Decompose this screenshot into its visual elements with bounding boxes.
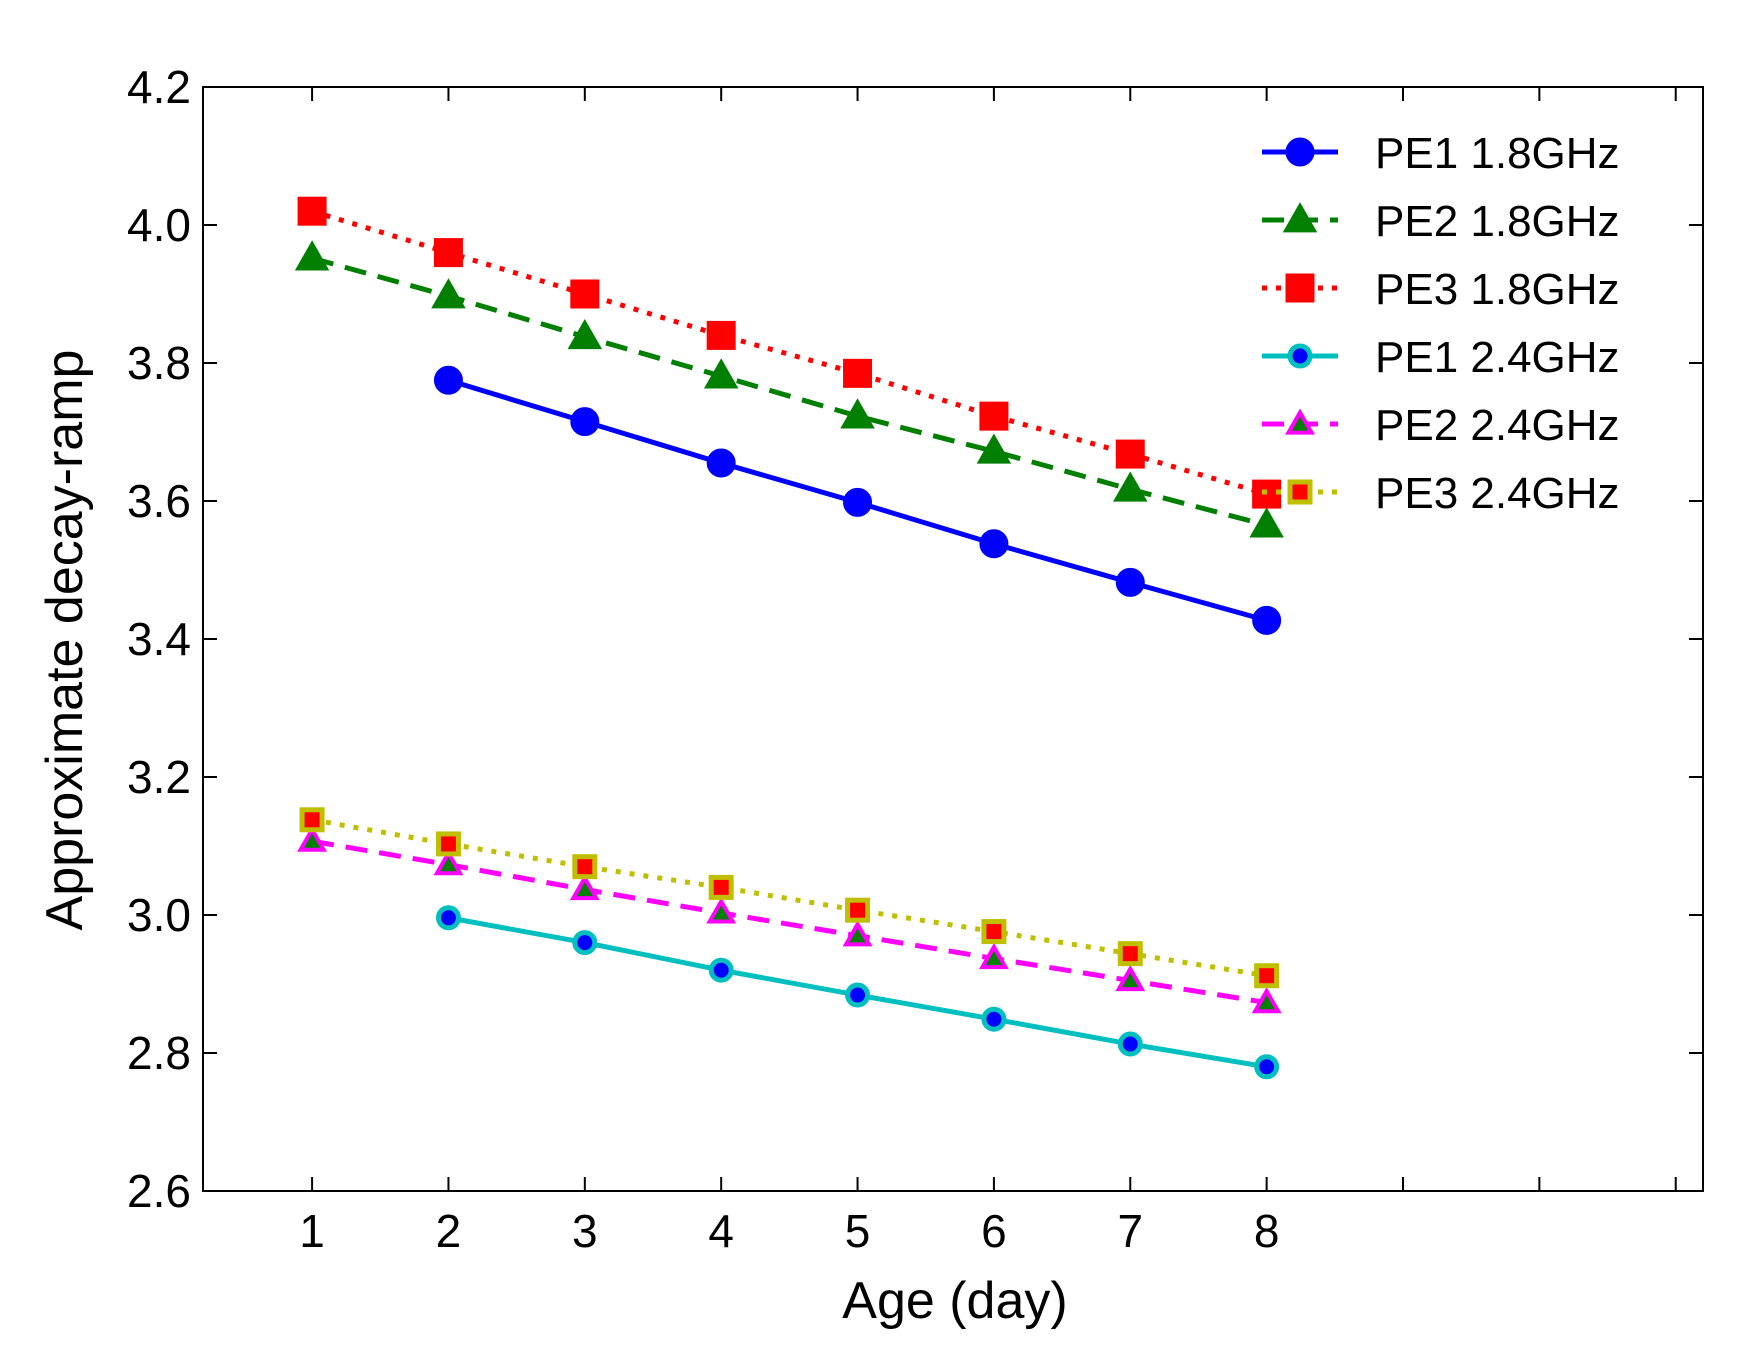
data-point <box>706 448 736 478</box>
series-layer <box>294 196 1284 1080</box>
x-tick-label: 1 <box>299 1205 325 1257</box>
series-line <box>311 208 1268 497</box>
y-axis-label: Approximate decay-ramp <box>36 350 94 931</box>
data-point <box>976 433 1012 464</box>
plot-area <box>203 87 1703 1191</box>
data-point <box>708 874 734 900</box>
data-point <box>435 905 461 931</box>
data-point <box>567 318 603 350</box>
data-point <box>1252 605 1282 635</box>
data-point <box>1117 1031 1143 1057</box>
data-point <box>294 240 330 271</box>
data-point <box>703 358 739 389</box>
legend-marker <box>1285 408 1315 435</box>
x-tick-label: 7 <box>1117 1205 1143 1257</box>
data-point <box>431 278 466 309</box>
data-point <box>1117 941 1143 967</box>
axes-layer: 2.6 2.8 3.0 3.2 3.4 3.6 3.8 4.0 4.2 1 2 3 4 5 6 7 8 <box>127 61 1704 1257</box>
data-point <box>572 854 598 880</box>
data-point <box>572 930 598 956</box>
data-point <box>433 849 464 876</box>
data-point <box>1115 965 1146 992</box>
data-point <box>978 942 1009 970</box>
data-point <box>845 982 871 1008</box>
data-point <box>1115 439 1145 469</box>
legend-entry: PE2 2.4GHz <box>1262 401 1620 450</box>
data-point <box>843 487 873 517</box>
data-point <box>435 831 461 857</box>
series-pe1-2-4ghz <box>435 905 1280 1080</box>
data-point <box>845 897 871 923</box>
x-tick-label: 6 <box>981 1205 1007 1257</box>
data-point <box>706 320 736 350</box>
y-tick-label: 3.2 <box>127 751 191 803</box>
x-tick-label: 2 <box>436 1205 462 1257</box>
legend-marker <box>1287 479 1313 505</box>
data-point <box>979 529 1009 559</box>
legend: PE1 1.8GHz PE2 1.8GHz PE3 1.8GHz PE1 2.4GHz… <box>1262 129 1620 518</box>
y-tick-label: 3.6 <box>127 475 191 527</box>
data-point <box>840 398 875 429</box>
legend-marker <box>1285 137 1315 167</box>
y-tick-label: 2.8 <box>127 1027 191 1079</box>
data-point <box>570 407 600 437</box>
y-tick-label: 4.2 <box>127 61 191 113</box>
legend-label: PE2 2.4GHz <box>1375 401 1620 450</box>
data-point <box>981 1006 1007 1032</box>
legend-label: PE3 2.4GHz <box>1375 469 1620 518</box>
data-point <box>843 358 873 388</box>
legend-label: PE1 2.4GHz <box>1375 333 1620 382</box>
data-point <box>297 825 328 852</box>
legend-entry: PE1 1.8GHz <box>1262 129 1620 178</box>
legend-marker <box>1285 273 1315 303</box>
data-point <box>1254 1054 1280 1080</box>
data-point <box>433 365 463 395</box>
data-point <box>297 196 327 226</box>
data-point <box>1115 567 1145 597</box>
data-point <box>979 401 1009 431</box>
series-pe2-1-8ghz <box>294 240 1284 538</box>
data-point <box>569 873 600 901</box>
series-pe1-1-8ghz <box>433 365 1282 635</box>
legend-entry: PE1 2.4GHz <box>1262 333 1620 382</box>
series-pe2-2-4ghz <box>297 825 1282 1014</box>
data-point <box>570 279 600 309</box>
x-tick-label: 4 <box>708 1205 734 1257</box>
y-tick-label: 3.8 <box>127 337 191 389</box>
x-tick-label: 5 <box>845 1205 871 1257</box>
data-point <box>433 238 463 268</box>
data-point <box>842 920 873 947</box>
plot-background <box>203 87 1703 1191</box>
x-axis-label: Age (day) <box>842 1272 1067 1330</box>
legend-entry: PE3 1.8GHz <box>1262 265 1620 314</box>
series-line <box>311 838 1268 1006</box>
data-point <box>1249 507 1284 538</box>
data-point <box>1113 471 1148 502</box>
legend-entry: PE3 2.4GHz <box>1262 469 1620 518</box>
legend-label: PE3 1.8GHz <box>1375 265 1620 314</box>
series-pe3-2-4ghz <box>299 807 1280 989</box>
data-point <box>706 897 737 924</box>
x-tick-label: 3 <box>572 1205 598 1257</box>
data-point <box>1251 987 1282 1014</box>
data-point <box>1254 963 1280 989</box>
legend-label: PE2 1.8GHz <box>1375 197 1620 246</box>
series-pe3-1-8ghz <box>297 196 1282 509</box>
series-line <box>311 255 1268 528</box>
legend-marker <box>1287 343 1313 369</box>
x-tick-label: 8 <box>1254 1205 1280 1257</box>
y-tick-label: 4.0 <box>127 199 191 251</box>
data-point <box>981 919 1007 945</box>
legend-entry: PE2 1.8GHz <box>1262 197 1620 246</box>
y-tick-label: 2.6 <box>127 1165 191 1217</box>
data-point <box>708 957 734 983</box>
legend-label: PE1 1.8GHz <box>1375 129 1620 178</box>
y-tick-label: 3.0 <box>127 889 191 941</box>
y-tick-label: 3.4 <box>127 613 191 665</box>
data-point <box>299 807 325 833</box>
legend-marker <box>1282 202 1318 233</box>
